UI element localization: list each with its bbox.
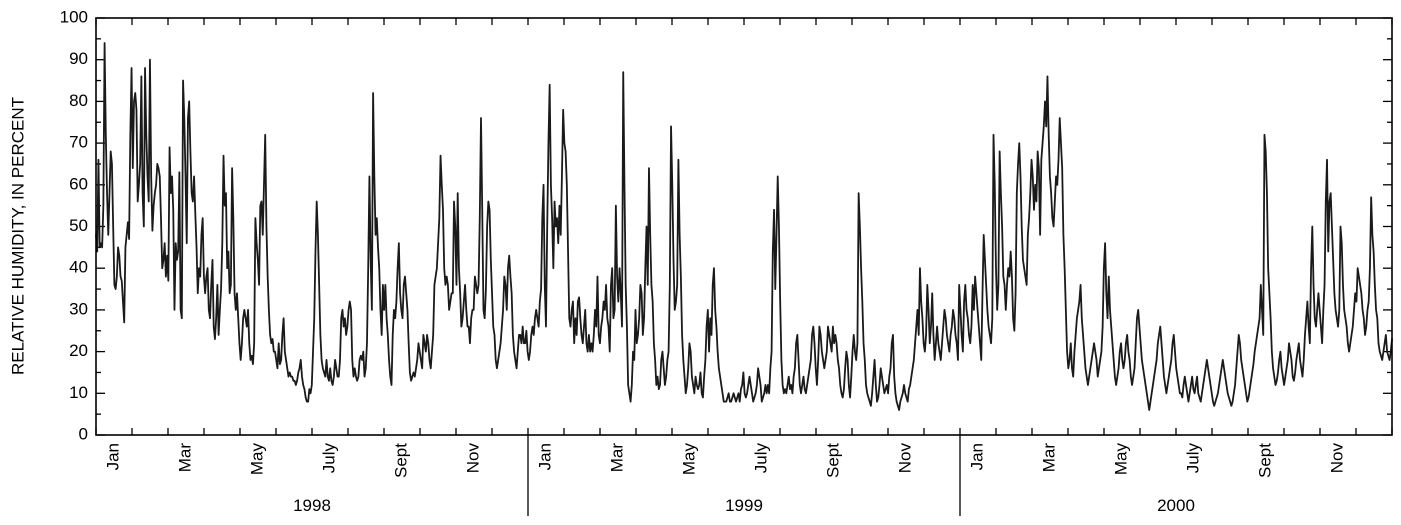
humidity-series-line — [95, 42, 1393, 411]
x-month-label: July — [1183, 443, 1202, 474]
x-month-label: Mar — [175, 443, 194, 473]
data-series-layer — [95, 42, 1393, 411]
x-month-label: Mar — [607, 443, 626, 473]
x-month-label: Nov — [1327, 443, 1346, 474]
x-month-label: Sept — [823, 443, 842, 478]
x-month-label: Nov — [463, 443, 482, 474]
x-month-label: Sept — [1255, 443, 1274, 478]
x-month-label: July — [751, 443, 770, 474]
x-month-label: Jan — [535, 443, 554, 470]
y-tick-label: 50 — [69, 216, 88, 235]
y-tick-label: 20 — [69, 341, 88, 360]
y-tick-label: 10 — [69, 383, 88, 402]
x-axis-ticks: Jan Mar May July Sept Nov Jan Mar May July Sept Nov… — [95, 18, 1393, 516]
x-month-label: Nov — [895, 443, 914, 474]
y-axis-ticks: 0 10 20 30 40 50 60 70 80 90 100 — [60, 7, 1392, 443]
x-month-label: July — [319, 443, 338, 474]
x-month-label: Jan — [967, 443, 986, 470]
x-year-label: 1999 — [725, 496, 763, 515]
y-tick-label: 90 — [69, 49, 88, 68]
x-year-label: 2000 — [1157, 496, 1195, 515]
y-tick-label: 70 — [69, 133, 88, 152]
y-tick-label: 60 — [69, 174, 88, 193]
y-tick-label: 0 — [79, 424, 88, 443]
x-month-label: Mar — [1039, 443, 1058, 473]
x-month-label: May — [1111, 443, 1130, 476]
plot-frame — [95, 17, 1393, 436]
x-month-label: May — [679, 443, 698, 476]
x-year-label: 1998 — [293, 496, 331, 515]
plot-border — [95, 17, 1393, 436]
y-tick-label: 80 — [69, 91, 88, 110]
y-tick-label: 100 — [60, 7, 88, 26]
x-month-label: Jan — [103, 443, 122, 470]
y-tick-label: 40 — [69, 258, 88, 277]
x-month-label: May — [247, 443, 266, 476]
y-tick-label: 30 — [69, 299, 88, 318]
y-axis-label: RELATIVE HUMIDITY, IN PERCENT — [8, 97, 27, 375]
x-month-label: Sept — [391, 443, 410, 478]
